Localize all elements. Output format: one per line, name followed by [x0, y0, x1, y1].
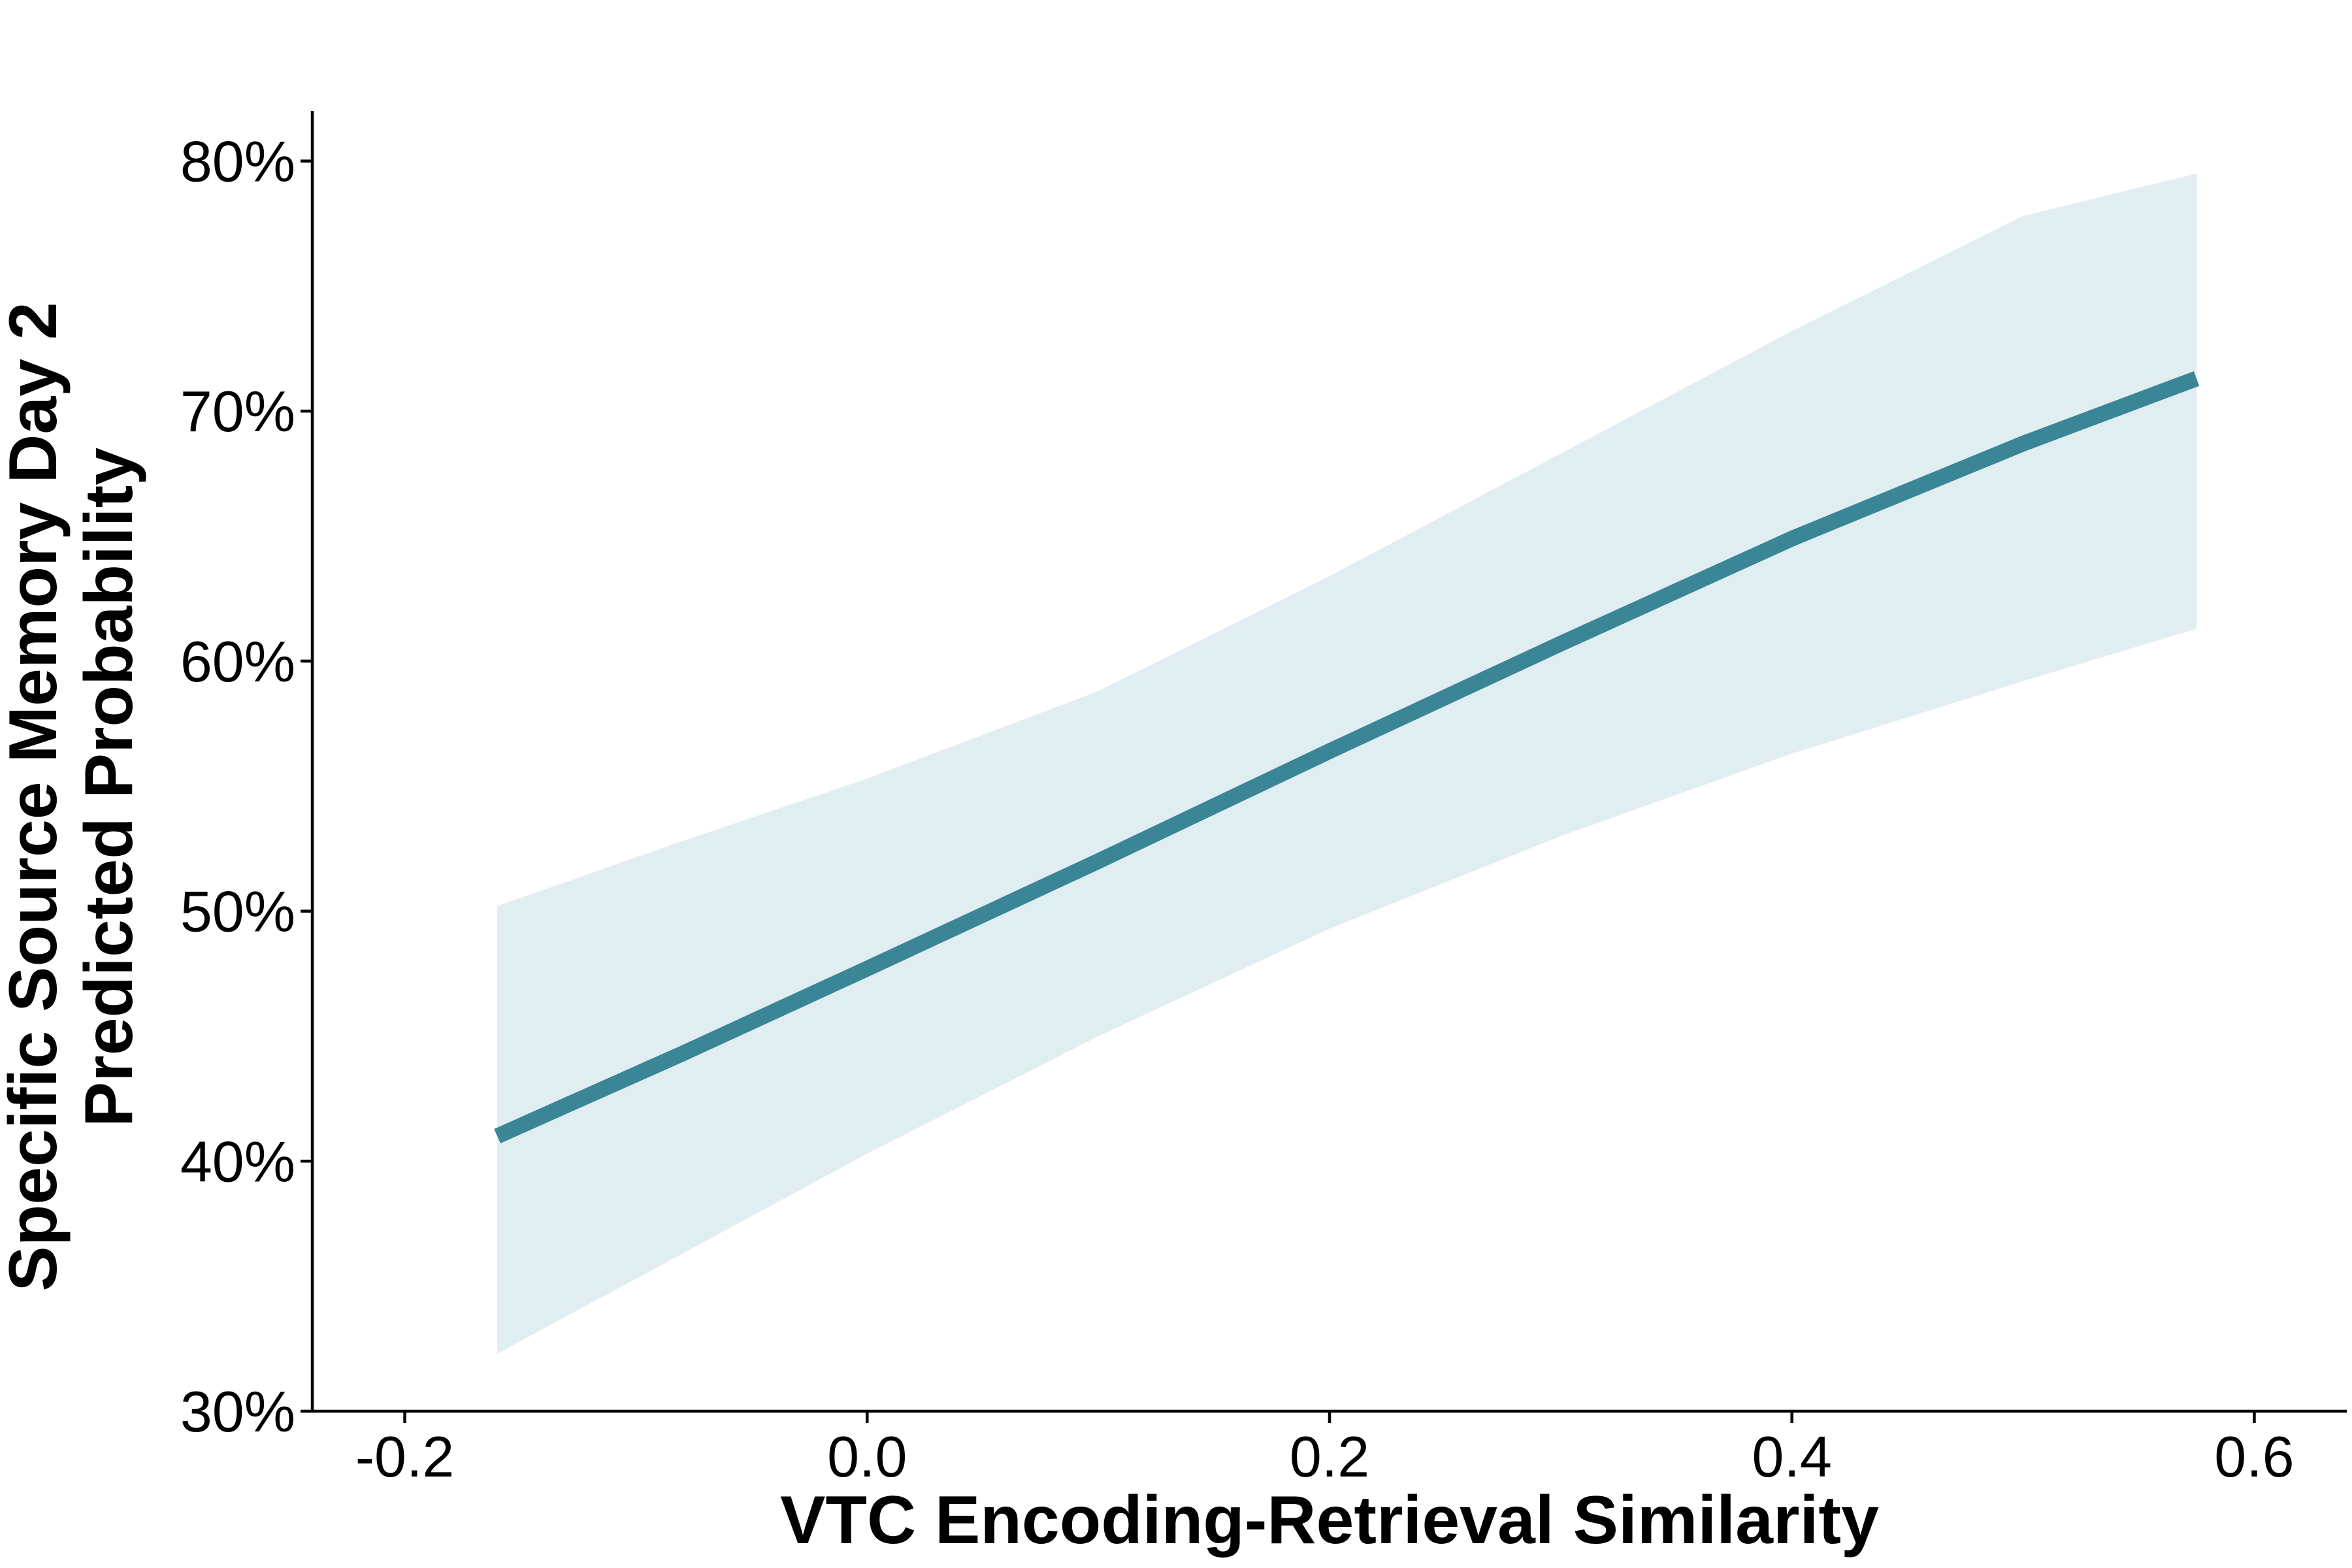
y-tick-label: 30% — [180, 1379, 295, 1444]
y-axis-title-line-1: Specific Source Memory Day 2 — [0, 302, 71, 1291]
plot-area — [494, 173, 2200, 1354]
y-tick-label: 50% — [180, 879, 295, 944]
x-tick-label: 0.4 — [1752, 1424, 1832, 1489]
y-axis-title: Specific Source Memory Day 2 Predicted P… — [0, 283, 147, 1291]
y-tick-label: 40% — [180, 1129, 295, 1194]
x-tick-label: 0.2 — [1290, 1424, 1369, 1489]
y-tick-label: 80% — [180, 129, 295, 194]
ticks: -0.2 0.0 0.2 0.4 0.6 30% 40% 50% 60% 70% 80% — [180, 129, 2295, 1489]
x-tick-label: -0.2 — [355, 1424, 455, 1489]
x-tick-label: 0.0 — [827, 1424, 907, 1489]
x-tick-label: 0.6 — [2214, 1424, 2294, 1489]
y-tick-label: 70% — [180, 379, 295, 444]
y-axis-title-line-2: Predicted Probability — [71, 448, 147, 1127]
x-axis-title: VTC Encoding-Retrieval Similarity — [780, 1482, 1879, 1558]
series-line-0 — [494, 371, 2200, 1143]
confidence-band-0 — [497, 173, 2197, 1354]
y-tick-label: 60% — [180, 629, 295, 694]
